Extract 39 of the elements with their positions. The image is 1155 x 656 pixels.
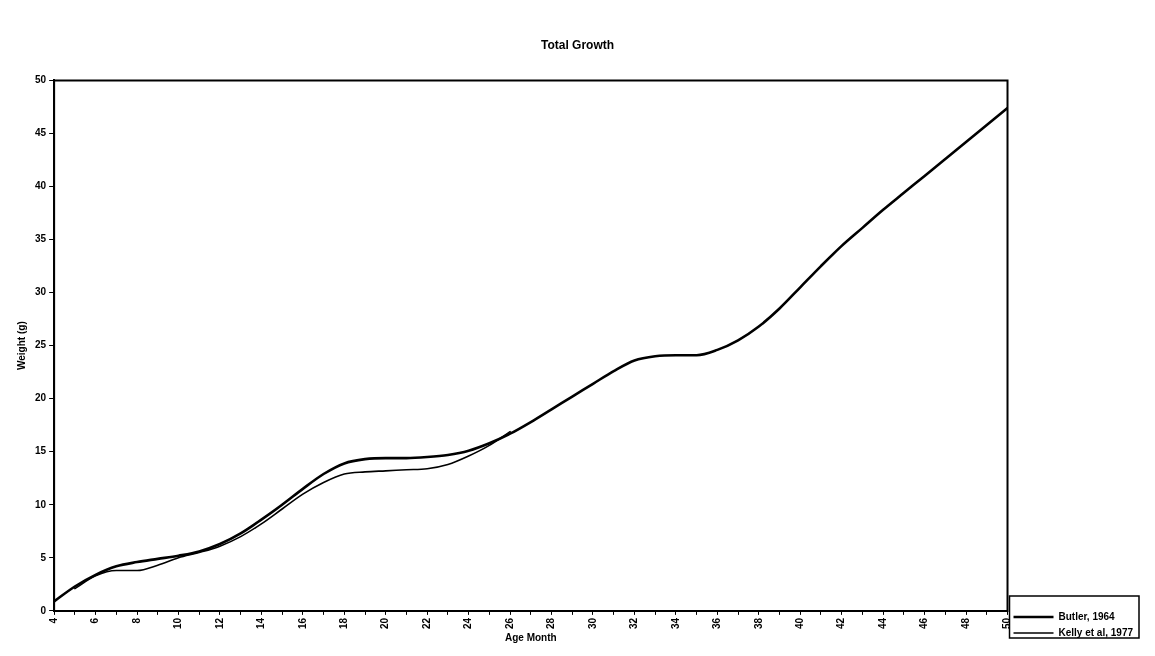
- x-tick-label: 48: [959, 617, 971, 629]
- x-tick-label: 28: [545, 617, 557, 629]
- x-tick-label: 8: [130, 617, 142, 624]
- x-tick-label: 16: [296, 617, 308, 629]
- x-tick-label: 6: [89, 617, 101, 624]
- x-tick-label: 42: [835, 617, 847, 629]
- x-tick-label: 38: [752, 617, 764, 629]
- x-tick-label: 30: [586, 617, 598, 629]
- y-tick-label: 35: [35, 233, 47, 245]
- x-tick-label: 40: [794, 617, 805, 629]
- y-axis-title: Weight (g): [15, 321, 27, 370]
- x-axis-title: Age Month: [504, 631, 557, 643]
- legend-label: Kelly et al, 1977: [1058, 626, 1134, 638]
- x-tick-label: 34: [669, 617, 681, 629]
- x-tick-label: 18: [338, 617, 350, 629]
- x-tick-label: 4: [47, 617, 59, 624]
- y-tick-label: 15: [35, 445, 47, 457]
- legend-label: Butler, 1964: [1058, 610, 1116, 622]
- x-tick-label: 10: [172, 617, 184, 629]
- x-tick-label: 44: [876, 617, 888, 629]
- y-tick-label: 10: [35, 498, 47, 510]
- x-tick-label: 32: [628, 617, 640, 629]
- chart-title: Total Growth: [540, 37, 615, 52]
- x-tick-label: 20: [379, 617, 391, 629]
- x-tick-label: 14: [255, 617, 267, 629]
- x-tick-label: 36: [711, 617, 723, 629]
- y-tick-label: 25: [35, 339, 47, 351]
- x-tick-label: 22: [420, 617, 432, 629]
- y-tick-label: 45: [35, 127, 47, 139]
- y-tick-label: 50: [35, 74, 47, 86]
- y-tick-label: 40: [35, 180, 47, 192]
- x-tick-label: 26: [503, 617, 515, 629]
- x-tick-label: 24: [462, 617, 474, 629]
- y-tick-label: 5: [40, 551, 47, 563]
- y-tick-label: 20: [35, 392, 47, 404]
- x-tick-label: 46: [918, 617, 930, 629]
- y-tick-label: 30: [35, 286, 47, 298]
- x-tick-label: 12: [213, 617, 225, 629]
- y-tick-label: 0: [40, 604, 47, 616]
